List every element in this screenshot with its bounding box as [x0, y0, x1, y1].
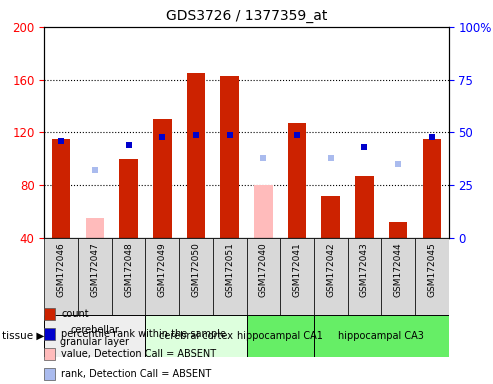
Text: value, Detection Call = ABSENT: value, Detection Call = ABSENT [61, 349, 216, 359]
Text: GSM172041: GSM172041 [292, 242, 302, 297]
Bar [145, 315, 246, 357]
Bar [112, 238, 145, 315]
Text: GSM172042: GSM172042 [326, 242, 335, 296]
Bar [254, 185, 273, 238]
Bar [280, 238, 314, 315]
Bar [153, 119, 172, 238]
Text: rank, Detection Call = ABSENT: rank, Detection Call = ABSENT [61, 369, 211, 379]
Text: GSM172040: GSM172040 [259, 242, 268, 297]
Bar [355, 176, 374, 238]
Bar [44, 315, 145, 357]
Bar [288, 123, 306, 238]
Text: cerebellar
granular layer: cerebellar granular layer [61, 325, 129, 347]
Bar [213, 238, 246, 315]
Text: GSM172043: GSM172043 [360, 242, 369, 297]
Bar [423, 139, 441, 238]
Bar [179, 238, 213, 315]
Bar [246, 315, 314, 357]
Bar [187, 73, 205, 238]
Bar [119, 159, 138, 238]
Bar [145, 238, 179, 315]
Bar [314, 315, 449, 357]
Text: percentile rank within the sample: percentile rank within the sample [61, 329, 226, 339]
Text: GSM172050: GSM172050 [191, 242, 201, 297]
Bar [381, 238, 415, 315]
Bar [246, 238, 280, 315]
Title: GDS3726 / 1377359_at: GDS3726 / 1377359_at [166, 9, 327, 23]
Text: GSM172048: GSM172048 [124, 242, 133, 297]
Text: GSM172047: GSM172047 [90, 242, 100, 297]
Bar [415, 238, 449, 315]
Bar [44, 238, 78, 315]
Text: GSM172051: GSM172051 [225, 242, 234, 297]
Bar [78, 238, 112, 315]
Bar [389, 222, 407, 238]
Text: GSM172049: GSM172049 [158, 242, 167, 297]
Bar [86, 218, 104, 238]
Text: tissue ▶: tissue ▶ [2, 331, 45, 341]
Text: GSM172046: GSM172046 [57, 242, 66, 297]
Text: hippocampal CA1: hippocampal CA1 [237, 331, 323, 341]
Bar [52, 139, 70, 238]
Bar [348, 238, 381, 315]
Bar [321, 196, 340, 238]
Text: hippocampal CA3: hippocampal CA3 [338, 331, 424, 341]
Bar [220, 76, 239, 238]
Text: GSM172044: GSM172044 [393, 242, 403, 296]
Text: count: count [61, 309, 89, 319]
Text: cerebral cortex: cerebral cortex [159, 331, 233, 341]
Text: GSM172045: GSM172045 [427, 242, 436, 297]
Bar [314, 238, 348, 315]
